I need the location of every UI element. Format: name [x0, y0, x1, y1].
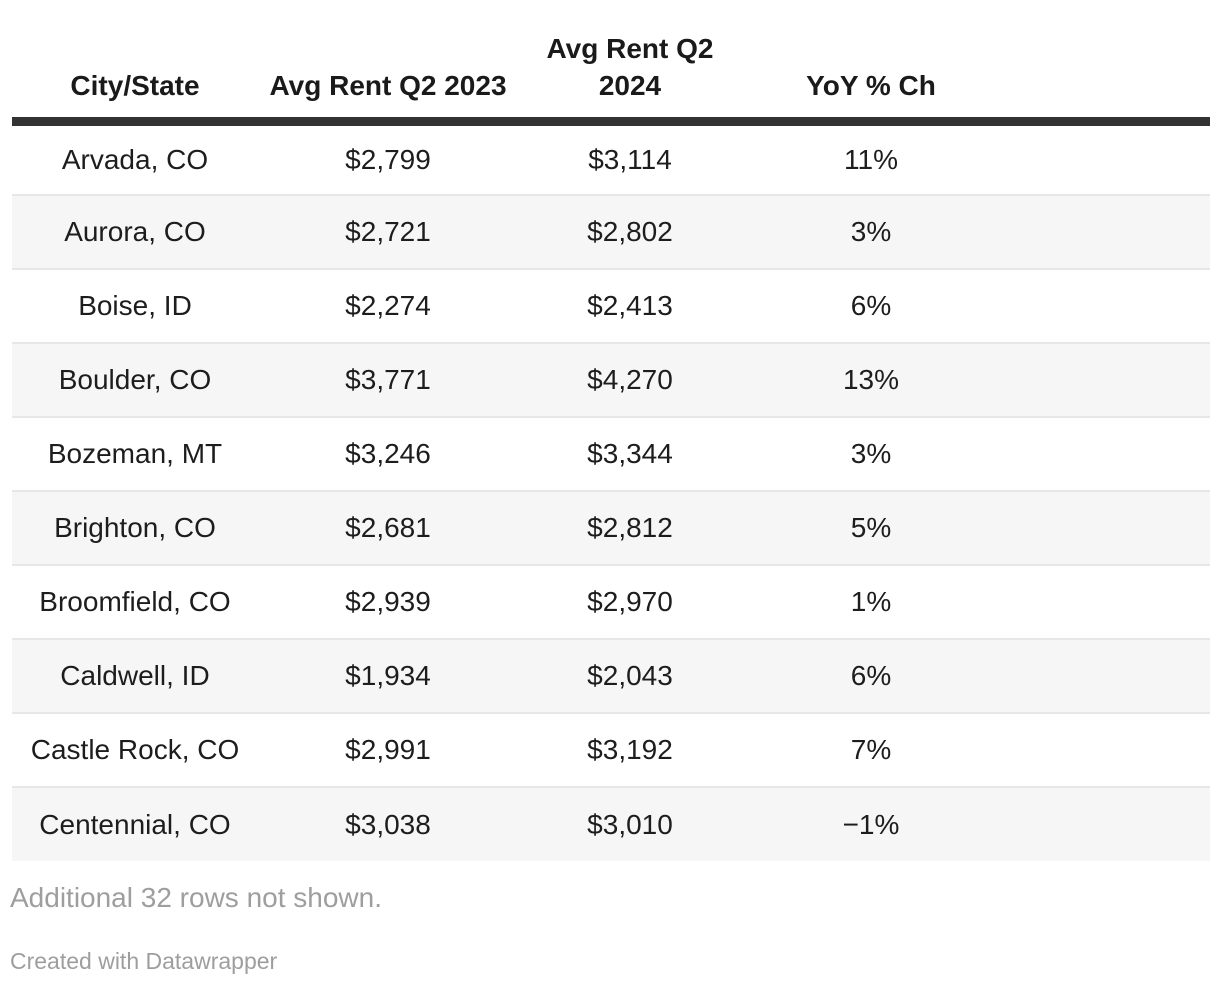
rent-2024-cell: $2,802: [518, 194, 742, 269]
rent-2024-cell: $2,413: [518, 268, 742, 343]
filler-cell: [1000, 121, 1210, 195]
column-header-rent-2024: Avg Rent Q2 2024: [518, 0, 742, 126]
column-header-yoy-change: YoY % Ch: [742, 0, 1000, 126]
table-row: Castle Rock, CO $2,991 $3,192 7%: [12, 712, 1210, 787]
city-cell: Aurora, CO: [12, 194, 258, 269]
rent-2024-cell: $3,344: [518, 416, 742, 491]
city-cell: Caldwell, ID: [12, 638, 258, 713]
filler-cell: [1000, 638, 1210, 713]
yoy-change-cell: −1%: [742, 786, 1000, 861]
rent-2024-cell: $3,114: [588, 143, 672, 175]
table-row: Brighton, CO $2,681 $2,812 5%: [12, 490, 1210, 565]
column-header-filler: [1000, 0, 1210, 126]
table-body: Arvada, CO $2,799 $3,114 11% Aurora, CO …: [12, 121, 1210, 861]
yoy-change-cell: 6%: [742, 638, 1000, 713]
filler-cell: [1000, 490, 1210, 565]
rent-2023-cell: $2,799: [345, 143, 431, 175]
filler-cell: [1000, 416, 1210, 491]
filler-cell: [1000, 194, 1210, 269]
table-row: Boise, ID $2,274 $2,413 6%: [12, 268, 1210, 343]
rent-2024-cell: $3,192: [518, 712, 742, 787]
city-cell: Boise, ID: [12, 268, 258, 343]
rent-2023-cell: $2,939: [258, 564, 518, 639]
table-header: City/State Avg Rent Q2 2023 Avg Rent Q2 …: [12, 0, 1210, 126]
table-row: Aurora, CO $2,721 $2,802 3%: [12, 194, 1210, 269]
table-row: Broomfield, CO $2,939 $2,970 1%: [12, 564, 1210, 639]
rows-not-shown-note: Additional 32 rows not shown.: [10, 882, 382, 913]
datawrapper-table-embed: City/State Avg Rent Q2 2023 Avg Rent Q2 …: [10, 0, 1210, 974]
filler-cell: [1000, 712, 1210, 787]
yoy-change-cell: 13%: [742, 342, 1000, 417]
city-cell: Broomfield, CO: [12, 564, 258, 639]
city-cell: Bozeman, MT: [12, 416, 258, 491]
rent-2023-cell: $3,771: [258, 342, 518, 417]
rent-2024-cell: $2,812: [518, 490, 742, 565]
column-header-city-state: City/State: [12, 0, 258, 126]
filler-cell: [1000, 268, 1210, 343]
rent-comparison-table: City/State Avg Rent Q2 2023 Avg Rent Q2 …: [12, 0, 1210, 861]
datawrapper-attribution-link[interactable]: Created with Datawrapper: [10, 948, 278, 974]
rent-2024-cell: $4,270: [518, 342, 742, 417]
column-header-rent-2023: Avg Rent Q2 2023: [258, 0, 518, 126]
yoy-change-cell: 6%: [742, 268, 1000, 343]
rent-2023-cell: $3,246: [258, 416, 518, 491]
filler-cell: [1000, 342, 1210, 417]
city-cell: Castle Rock, CO: [12, 712, 258, 787]
rent-2024-cell: $3,010: [518, 786, 742, 861]
yoy-change-cell: 3%: [742, 194, 1000, 269]
header-row: City/State Avg Rent Q2 2023 Avg Rent Q2 …: [12, 0, 1210, 126]
yoy-change-cell: 3%: [742, 416, 1000, 491]
rent-2023-cell: $2,681: [258, 490, 518, 565]
yoy-change-cell: 11%: [844, 143, 898, 175]
rent-2023-cell: $2,991: [258, 712, 518, 787]
table-row: Centennial, CO $3,038 $3,010 −1%: [12, 786, 1210, 861]
filler-cell: [1000, 564, 1210, 639]
rent-2024-cell: $2,970: [518, 564, 742, 639]
table-row: Arvada, CO $2,799 $3,114 11%: [12, 121, 1210, 195]
table-row: Boulder, CO $3,771 $4,270 13%: [12, 342, 1210, 417]
yoy-change-cell: 7%: [742, 712, 1000, 787]
city-cell: Boulder, CO: [12, 342, 258, 417]
rent-2023-cell: $2,274: [258, 268, 518, 343]
table-container: City/State Avg Rent Q2 2023 Avg Rent Q2 …: [12, 0, 1210, 861]
table-row: Bozeman, MT $3,246 $3,344 3%: [12, 416, 1210, 491]
yoy-change-cell: 5%: [742, 490, 1000, 565]
city-cell: Arvada, CO: [61, 143, 209, 175]
table-row: Caldwell, ID $1,934 $2,043 6%: [12, 638, 1210, 713]
filler-cell: [1000, 786, 1210, 861]
city-cell: Brighton, CO: [12, 490, 258, 565]
rent-2024-cell: $2,043: [518, 638, 742, 713]
rent-2023-cell: $3,038: [258, 786, 518, 861]
yoy-change-cell: 1%: [742, 564, 1000, 639]
rent-2023-cell: $2,721: [258, 194, 518, 269]
city-cell: Centennial, CO: [12, 786, 258, 861]
rent-2023-cell: $1,934: [258, 638, 518, 713]
